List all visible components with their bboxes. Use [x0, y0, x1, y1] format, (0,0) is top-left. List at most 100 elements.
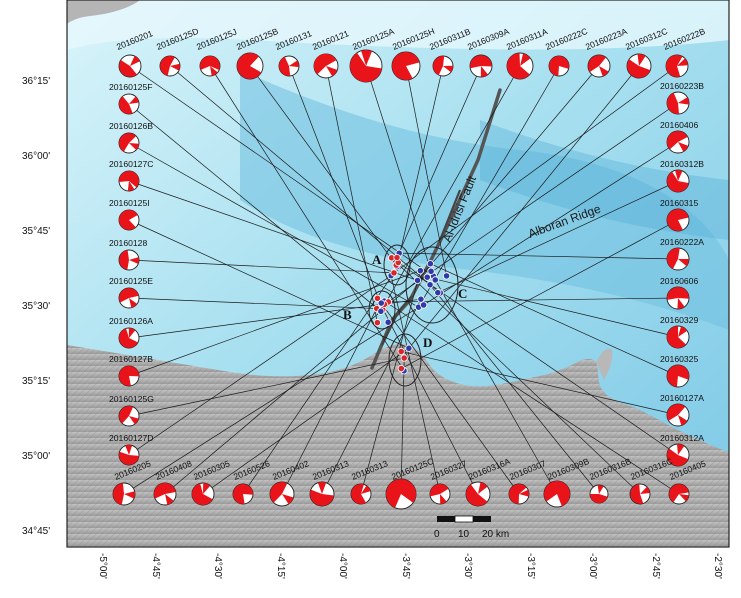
connector-lines [123, 65, 680, 495]
focal-mechanism-beachball [118, 93, 140, 115]
connector-line [399, 252, 679, 260]
focal-mechanism-beachball [118, 405, 140, 427]
connector-line [401, 219, 679, 369]
focal-mechanism-beachball [278, 55, 300, 77]
event-id-label: 20160125I [109, 198, 150, 208]
focal-mechanism-beachball [465, 481, 491, 507]
lon-tick-label: -4°15' [275, 553, 286, 579]
connector-line [391, 257, 641, 495]
focal-mechanism-beachball [666, 208, 690, 232]
connector-line [128, 298, 421, 339]
focal-mechanism-beachball [118, 365, 140, 387]
event-id-label: 20160127A [660, 393, 704, 403]
focal-mechanism-beachball [118, 444, 140, 466]
connector-line [417, 65, 600, 281]
event-id-label: 20160127B [109, 354, 153, 364]
focal-mechanism-beachball [269, 481, 295, 507]
zone-c-label: C [458, 286, 467, 301]
connector-line [288, 65, 384, 310]
connector-line [281, 308, 378, 495]
lon-tick-label: -3°45' [400, 553, 411, 579]
event-id-label: 20160312A [660, 433, 704, 443]
focal-mechanism-beachball [666, 286, 690, 310]
event-id-label: 20160312B [660, 159, 704, 169]
connector-line [128, 275, 392, 456]
scale-label-10: 10 [458, 529, 470, 540]
focal-mechanism-beachball [506, 52, 534, 80]
connector-line [434, 279, 558, 495]
longitude-axis: -5°00' -4°45' -4°30' -4°15' -4°00' -3°45… [97, 553, 723, 579]
zone-b-ellipse [368, 290, 396, 330]
lon-tick-label: -4°00' [337, 553, 348, 579]
north-land [67, 0, 140, 24]
epicenter-marker [400, 354, 408, 362]
event-id-label: 20160125G [109, 394, 154, 404]
lon-tick-label: -5°00' [97, 553, 108, 579]
connector-line [128, 270, 421, 377]
connector-line [377, 298, 479, 495]
epicenter-marker [373, 294, 382, 302]
epicenter-marker [397, 347, 405, 356]
epicenter-marker [426, 260, 435, 268]
connector-line [396, 65, 444, 267]
focal-mechanism-beachball [118, 287, 140, 309]
focal-mechanism-beachball [118, 209, 140, 231]
epicenter-marker [413, 276, 422, 285]
focal-mechanism-beachball [118, 170, 140, 192]
event-id-label: 20160406 [660, 120, 698, 130]
epicenter-marker [416, 267, 424, 275]
focal-mechanism-beachball [548, 55, 570, 77]
deep-basin-2 [480, 120, 729, 240]
connector-line [129, 65, 434, 277]
lat-tick-label: 35°00' [22, 451, 50, 462]
focal-mechanism-beachball [391, 51, 421, 81]
focal-mechanism-beachball [587, 54, 611, 78]
epicenter-marker [417, 295, 425, 303]
connector-line [400, 358, 405, 495]
connector-line [388, 297, 679, 303]
focal-mechanism-beachball [159, 55, 181, 77]
epicenter-marker [397, 364, 405, 373]
lon-tick-label: -4°30' [212, 553, 223, 579]
event-id-label: 20160127D [109, 433, 153, 443]
epicenter-marker [384, 318, 392, 326]
connector-line [423, 141, 679, 306]
epicenter-marker [442, 272, 451, 280]
focal-mechanism-beachball [118, 132, 140, 154]
event-id-label: 20160329 [660, 315, 698, 325]
epicenter-marker [377, 299, 385, 307]
scale-bar-seg [437, 516, 455, 522]
connector-line [401, 351, 679, 416]
event-id-label: 20160126B [109, 121, 153, 131]
focal-mechanism-beachball [508, 483, 530, 505]
connector-line [128, 259, 394, 274]
focal-mechanism-beachball [385, 478, 417, 510]
connector-line [390, 275, 441, 495]
fault-segment-2 [438, 189, 462, 241]
epicenter-marker [431, 276, 439, 284]
connector-line [128, 297, 377, 309]
focal-mechanism-beachball [543, 480, 571, 508]
connector-line [418, 65, 560, 308]
focal-mechanism-beachball [429, 483, 451, 505]
focal-mechanism-beachball [666, 247, 690, 271]
lat-tick-label: 36°15' [22, 76, 50, 87]
deep-basin [240, 70, 729, 330]
event-id-label: 20160223B [660, 81, 704, 91]
event-id-label: 20160126A [109, 316, 153, 326]
focal-mechanism-beachball [153, 482, 177, 506]
epicenter-marker [390, 269, 398, 277]
focal-mechanism-beachball [313, 53, 339, 79]
epicenter-marker [393, 253, 401, 262]
zone-ellipses [368, 244, 459, 387]
epicenter-marker [426, 281, 434, 289]
focal-mechanism-beachball [666, 130, 690, 154]
latitude-axis: 36°15' 36°00' 35°45' 35°30' 35°15' 35°00… [22, 76, 50, 537]
event-id-label: 20160127C [109, 159, 153, 169]
event-id-label: 20160128 [109, 238, 147, 248]
focal-mechanism-beachball [232, 483, 254, 505]
scale-bar: 0 10 20 km [434, 515, 509, 540]
zone-a-label: A [372, 252, 382, 267]
lon-tick-label: -4°45' [150, 553, 161, 579]
